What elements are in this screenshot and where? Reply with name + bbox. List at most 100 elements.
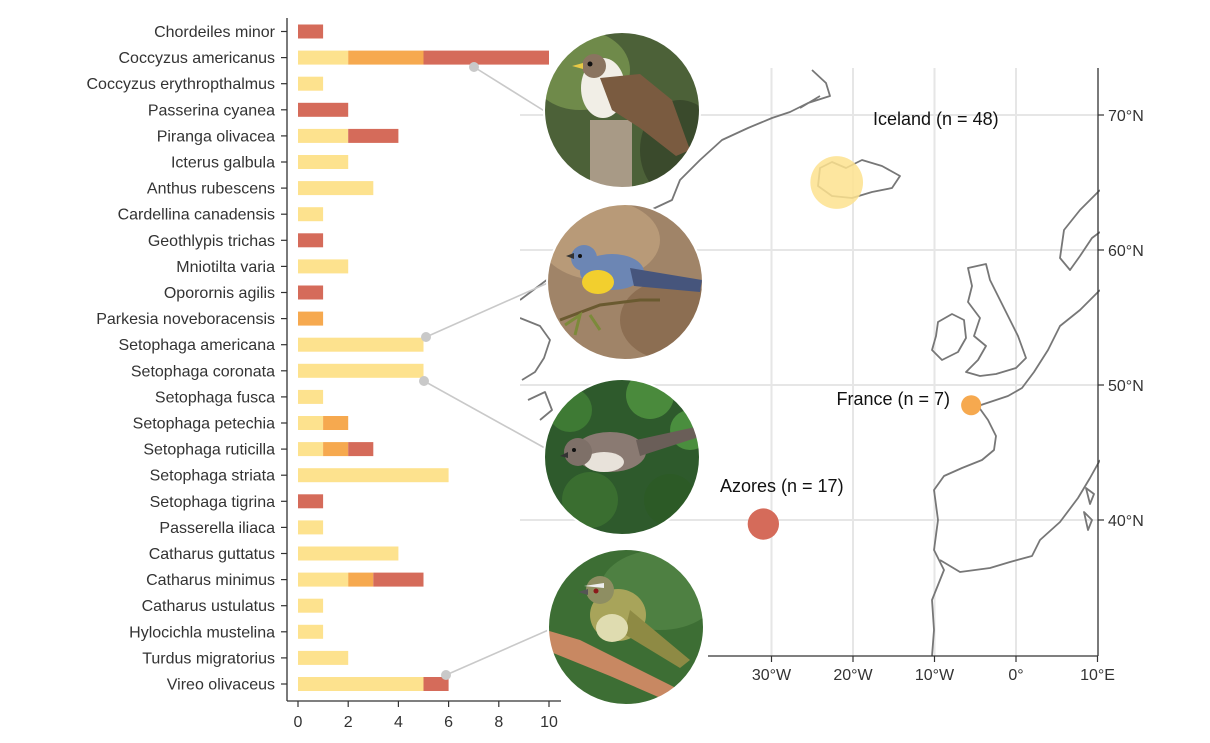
x-tick-label: 6 (444, 714, 453, 731)
lon-tick-label: 10°E (1080, 667, 1115, 684)
leader-lines (419, 62, 554, 680)
species-label: Passerella iliaca (159, 520, 275, 537)
bar-azores (298, 494, 324, 509)
bar-azores (348, 128, 399, 143)
cuckoo-photo (543, 31, 701, 189)
bar-iceland (298, 546, 399, 561)
leader-dot-coronata (419, 376, 429, 386)
x-tick-label: 0 (294, 714, 303, 731)
bar-iceland (298, 50, 349, 65)
leader-line-parula (425, 281, 551, 338)
map-points: Iceland (n = 48) France (n = 7) Azores (n … (720, 109, 999, 540)
map-ticks: 30°W 20°W 10°W 0° 10°E 40°N 50°N 60°N 70°N (752, 108, 1144, 684)
species-label: Setophaga tigrina (150, 494, 276, 511)
species-label: Vireo olivaceus (167, 677, 275, 694)
leader-line-vireo (445, 627, 554, 676)
map-point-azores (747, 508, 780, 540)
bar-azores (298, 102, 349, 117)
bar-france (348, 572, 374, 587)
map-point-france (961, 395, 982, 416)
lon-tick-label: 20°W (833, 667, 873, 684)
uk-coast (965, 263, 1027, 377)
species-label: Anthus rubescens (147, 181, 275, 198)
species-label: Coccyzus americanus (119, 50, 276, 67)
bar-iceland (298, 207, 324, 222)
species-label: Oporornis agilis (164, 285, 275, 302)
bar-france (298, 311, 324, 326)
bar-iceland (298, 572, 349, 587)
species-label: Catharus ustulatus (142, 598, 275, 615)
species-label: Icterus galbula (171, 155, 275, 172)
x-tick-label: 10 (540, 714, 558, 731)
species-label: Setophaga coronata (131, 363, 275, 380)
bar-chart-panel: Chordeiles minor Coccyzus americanus Coccy… (86, 18, 561, 731)
bar-iceland (298, 520, 324, 535)
species-label: Cardellina canadensis (118, 207, 275, 224)
leader-line-cuckoo (473, 66, 547, 113)
species-label: Parkesia noveboracensis (96, 311, 275, 328)
species-label: Setophaga petechia (133, 416, 275, 433)
bar-iceland (298, 363, 424, 378)
species-label: Chordeiles minor (154, 24, 276, 41)
bar-azores (423, 50, 549, 65)
bar-azores (298, 24, 324, 39)
x-tick-label: 8 (494, 714, 503, 731)
bar-france (323, 442, 349, 457)
map-label-france: France (n = 7) (836, 389, 950, 409)
red-eyed-vireo-photo (547, 548, 705, 706)
species-label: Catharus minimus (146, 572, 275, 589)
bar-azores (348, 442, 374, 457)
lon-tick-label: 30°W (752, 667, 792, 684)
species-label: Setophaga striata (150, 468, 276, 485)
species-label: Hylocichla mustelina (129, 624, 275, 641)
parula-photo (546, 203, 704, 361)
map-point-iceland (810, 156, 864, 209)
bar-france (348, 50, 424, 65)
bar-iceland (298, 76, 324, 91)
bar-azores (298, 233, 324, 248)
bar-iceland (298, 416, 324, 430)
map-label-azores: Azores (n = 17) (720, 476, 844, 496)
ireland-coast (931, 313, 967, 361)
europe-coast (931, 289, 1100, 656)
bar-iceland (298, 128, 349, 143)
species-label: Setophaga americana (118, 337, 275, 354)
lat-tick-label: 70°N (1108, 108, 1144, 125)
map-label-iceland: Iceland (n = 48) (873, 109, 999, 129)
bar-iceland (298, 442, 324, 457)
leader-dot-vireo (441, 670, 451, 680)
species-label: Turdus migratorius (142, 650, 275, 667)
bar-x-ticks: 0 2 4 6 8 10 (294, 701, 558, 731)
bar-iceland (298, 677, 424, 691)
bar-iceland (298, 155, 349, 169)
x-tick-label: 4 (394, 714, 403, 731)
bar-iceland (298, 624, 324, 639)
scandinavia-coast (1059, 189, 1100, 271)
bar-iceland (298, 598, 324, 613)
bar-iceland (298, 181, 374, 196)
bar-iceland (298, 259, 349, 274)
species-label: Setophaga ruticilla (143, 442, 275, 459)
species-label: Geothlypis trichas (148, 233, 275, 250)
leader-line-coronata (423, 380, 553, 453)
bar-iceland (298, 468, 449, 483)
lon-tick-label: 0° (1008, 667, 1023, 684)
leader-dot-parula (421, 332, 431, 342)
species-label: Passerina cyanea (148, 102, 275, 119)
bar-iceland (298, 650, 349, 665)
species-label: Coccyzus erythropthalmus (86, 76, 275, 93)
bar-iceland (298, 337, 424, 352)
species-label: Mniotilta varia (176, 259, 275, 276)
yellow-rumped-warbler-photo (543, 378, 701, 536)
lat-tick-label: 60°N (1108, 243, 1144, 260)
bar-iceland (298, 389, 324, 404)
lat-tick-label: 50°N (1108, 378, 1144, 395)
species-label: Setophaga fusca (155, 389, 275, 406)
bar-marks (298, 24, 549, 691)
bar-azores (298, 285, 324, 300)
bar-azores (423, 677, 449, 691)
leader-dot-cuckoo (469, 62, 479, 72)
islands-coast (1083, 487, 1095, 531)
species-labels: Chordeiles minor Coccyzus americanus Coccy… (86, 24, 287, 694)
